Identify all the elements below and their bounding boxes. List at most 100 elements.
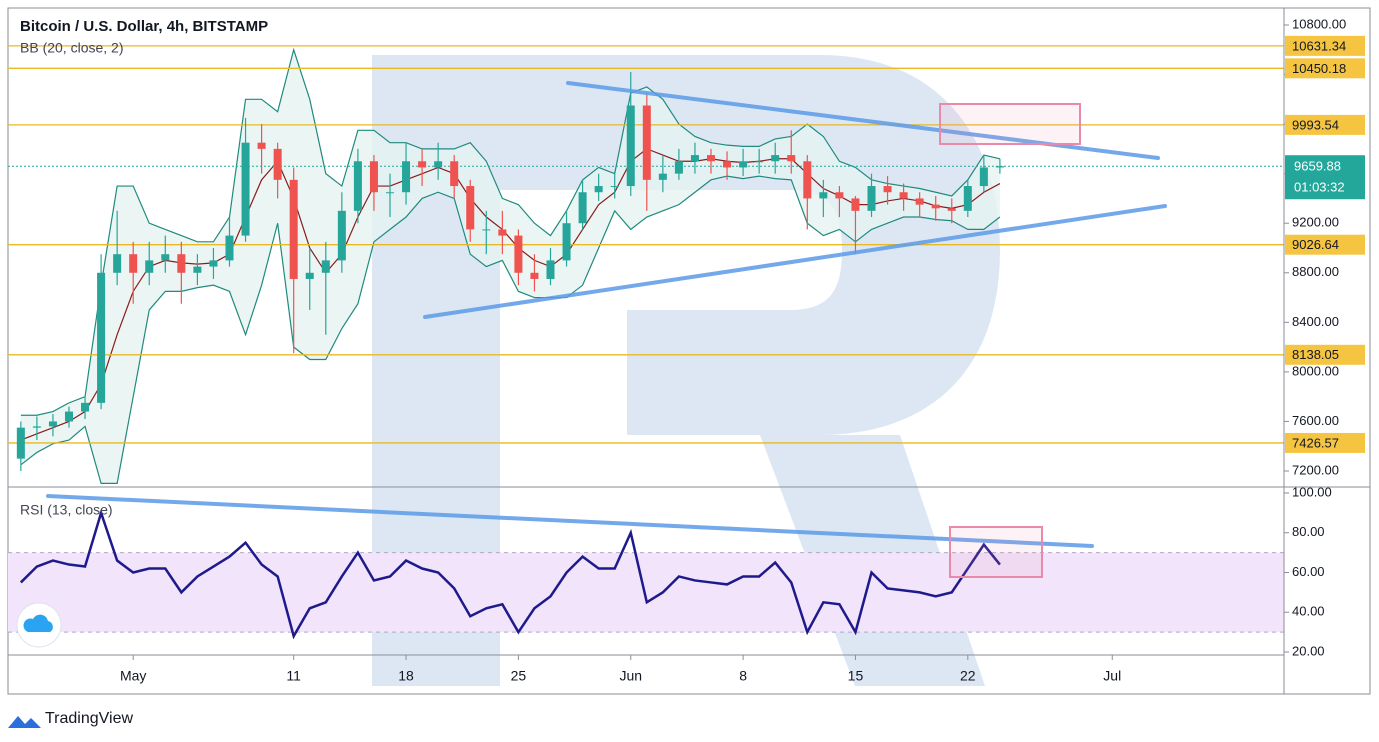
bb-upper [20, 47, 1001, 416]
y-tick-label: 10800.00 [1292, 16, 1346, 31]
rsi-title: RSI (13, close) [20, 502, 113, 518]
x-tick-label: 25 [511, 668, 527, 684]
candle-body [385, 192, 395, 194]
y-tick-label: 7200.00 [1292, 462, 1339, 477]
trend-line [46, 494, 1094, 548]
footer-logo: TradingView [8, 710, 133, 728]
x-tick-label: 22 [960, 668, 976, 684]
logo-icon [8, 716, 41, 728]
candle-body [658, 173, 667, 180]
x-tick-label: Jul [1103, 668, 1121, 684]
rsi-line [19, 508, 1001, 640]
candle-body [594, 186, 603, 193]
cloud-icon[interactable] [23, 614, 53, 632]
candle-body [899, 192, 908, 199]
rsi-band [8, 552, 1284, 633]
candle-body [289, 179, 298, 279]
candle-body [787, 155, 796, 162]
cloud-button[interactable] [16, 602, 62, 648]
x-tick-label: 8 [739, 668, 747, 684]
candle-body [610, 186, 619, 188]
level-label: 8138.05 [1292, 347, 1339, 362]
candle-body [129, 254, 138, 273]
candle-body [739, 161, 748, 168]
candle-body [337, 210, 346, 261]
candle-body [353, 161, 362, 211]
candle-body [81, 402, 90, 412]
candle-body [963, 186, 972, 211]
candle-body [755, 161, 764, 163]
candle-body [418, 161, 427, 168]
level-label-bg [1285, 58, 1365, 79]
candle-body [225, 235, 234, 261]
level-label: 7426.57 [1292, 435, 1339, 450]
y-tick-label: 9200.00 [1292, 215, 1339, 230]
chart-title: Bitcoin / U.S. Dollar, 4h, BITSTAMP [20, 18, 268, 35]
candle-body [979, 167, 988, 187]
level-label-bg [1285, 432, 1365, 453]
candle-body [706, 155, 716, 162]
candle-body [145, 260, 154, 273]
y-tick-label: 40.00 [1292, 604, 1325, 619]
candle-body [113, 254, 122, 273]
candle-body [161, 254, 170, 261]
candle-body [177, 254, 186, 273]
candle-body [16, 427, 25, 459]
candle-body [257, 142, 266, 149]
highlight-box [939, 103, 1081, 145]
y-tick-label: 8800.00 [1292, 264, 1339, 279]
x-tick-label: 18 [398, 668, 414, 684]
level-label: 10631.34 [1292, 38, 1346, 53]
candle-body [48, 421, 57, 427]
candle-body [193, 266, 202, 273]
candle-body [369, 161, 378, 193]
candle-body [450, 161, 459, 187]
candle-body [97, 272, 106, 403]
candle-body [64, 411, 74, 422]
candle-body [514, 235, 523, 273]
candle-body [434, 161, 443, 168]
candle-body [321, 260, 330, 273]
candle-body [883, 186, 892, 193]
candle-body [947, 208, 956, 211]
candle-body [498, 229, 507, 236]
y-tick-label: 100.00 [1292, 484, 1332, 499]
candle-body [995, 166, 1004, 168]
level-label: 9993.54 [1292, 117, 1339, 132]
level-label: 10450.18 [1292, 61, 1346, 76]
trend-line [566, 81, 1160, 160]
candle-body [626, 105, 635, 187]
x-tick-label: 11 [286, 668, 301, 684]
axes: 7200.00 7600.00 8000.00 8400.00 8800.00 9200.… [120, 16, 1365, 684]
level-label: 9026.64 [1292, 237, 1339, 252]
x-tick-label: 15 [848, 668, 864, 684]
candle-body [835, 192, 844, 199]
candle-body [723, 161, 732, 168]
candle-body [674, 161, 683, 174]
level-label-bg [1285, 35, 1365, 56]
x-tick-label: Jun [619, 668, 642, 684]
candle-body [530, 272, 539, 279]
candle-body [931, 204, 940, 209]
highlight-box [949, 526, 1043, 578]
candle-body [32, 426, 41, 428]
candle-body [578, 192, 587, 224]
bb-lower [20, 175, 1001, 485]
y-tick-label: 80.00 [1292, 524, 1325, 539]
last-price-label: 9659.88 [1294, 159, 1341, 174]
candle-body [803, 161, 812, 199]
y-tick-label: 60.00 [1292, 564, 1325, 579]
trend-line [423, 204, 1167, 319]
candle-body [851, 198, 860, 211]
candle-body [915, 198, 924, 205]
level-label-bg [1285, 114, 1365, 135]
indicator-name: BB (20, close, 2) [20, 40, 124, 56]
candle-body [241, 142, 250, 236]
candle-body [819, 192, 828, 199]
candle-body [466, 186, 475, 230]
candle-body [867, 186, 876, 211]
level-label-bg [1285, 344, 1365, 365]
candle-body [771, 155, 780, 162]
brand: TradingView [45, 710, 133, 727]
